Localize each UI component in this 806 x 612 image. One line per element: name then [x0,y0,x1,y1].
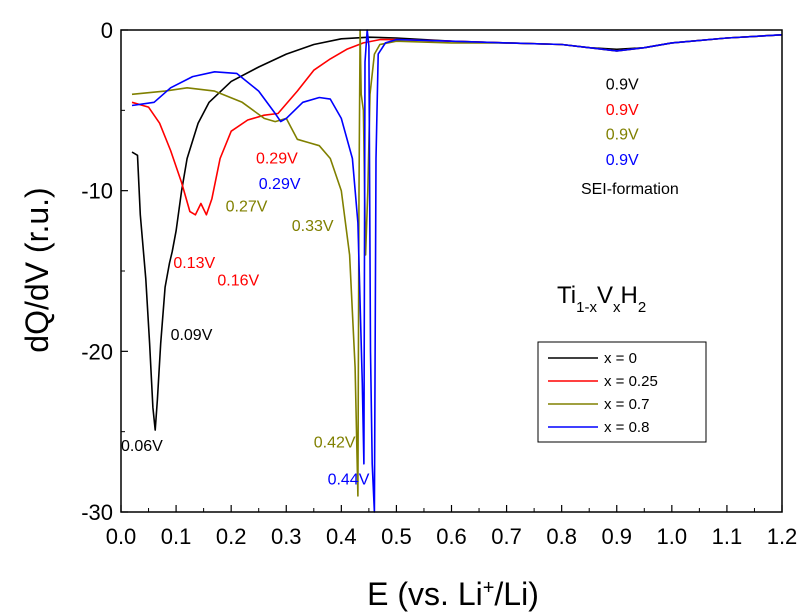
legend: x = 0 x = 0.25 x = 0.7 x = 0.8 [537,341,707,443]
annotation-label: 0.9V [606,126,639,143]
x-tick-label: 0.9 [601,524,632,549]
legend-label: x = 0.7 [604,396,649,413]
x-title-part: E (vs. Li [367,576,483,612]
x-tick-label: 0.1 [161,524,192,549]
annotation-label: 0.09V [171,327,213,344]
formula-sub: 1-x [576,299,597,316]
formula-part: H [620,282,637,309]
x-tick-label: 1.0 [657,524,688,549]
formula-part: V [597,282,613,309]
annotation-label: 0.33V [292,218,334,235]
annotation-label: 0.9V [606,76,639,93]
annotation-label: 0.29V [256,150,298,167]
annotation-label: 0.27V [226,199,268,216]
x-axis: 0.0 0.1 0.2 0.3 0.4 0.5 0.6 0.7 0.8 0.9 1.0 1.1 1.2 [106,505,798,549]
formula-sub: x [613,299,621,316]
x-tick-label: 1.1 [712,524,743,549]
y-tick-label: 0 [101,18,113,43]
x-tick-label: 1.2 [767,524,798,549]
y-tick-label: -10 [81,179,113,204]
y-axis: 0 -10 -20 -30 [81,18,128,525]
x-tick-label: 0.0 [106,524,137,549]
formula-label: Ti1-xVxH2 [557,282,646,316]
annotation-label: 0.13V [173,255,215,272]
annotation-label: 0.9V [606,102,639,119]
legend-label: x = 0.25 [604,373,658,390]
x-tick-label: 0.8 [546,524,577,549]
x-tick-label: 0.2 [216,524,247,549]
legend-items: x = 0 x = 0.25 x = 0.7 x = 0.8 [548,350,658,436]
formula-part: Ti [557,282,576,309]
x-tick-label: 0.7 [491,524,522,549]
legend-label: x = 0 [604,350,637,367]
y-axis-title: dQ/dV (r.u.) [19,187,55,352]
legend-label: x = 0.8 [604,419,649,436]
annotation-label: 0.16V [217,272,259,289]
x-tick-label: 0.5 [381,524,412,549]
annotation-label: 0.42V [314,435,356,452]
y-tick-label: -20 [81,339,113,364]
annotation-label: 0.44V [328,472,370,489]
annotation-label: 0.9V [606,152,639,169]
annotation-label: 0.06V [121,438,163,455]
y-tick-label: -30 [81,500,113,525]
x-title-part: /Li) [494,576,538,612]
annotation-label: 0.29V [259,176,301,193]
x-tick-label: 0.3 [271,524,302,549]
x-title-sup: + [483,577,495,599]
formula-sub: 2 [638,299,646,316]
annotation-label: SEI-formation [581,181,679,198]
x-tick-label: 0.6 [436,524,467,549]
series-line [131,29,783,513]
x-tick-label: 0.4 [326,524,357,549]
x-axis-title: E (vs. Li+/Li) [367,576,539,612]
series-line [131,34,783,216]
